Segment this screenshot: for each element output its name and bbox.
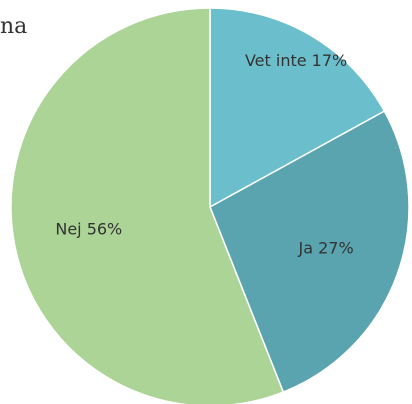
pie-slice (209, 7, 386, 209)
slice-label: Ja 27% (297, 238, 353, 257)
pie-slice (209, 110, 410, 394)
slice-label: Vet inte 17% (245, 51, 347, 70)
pie-slice (10, 7, 285, 404)
slice-label: Nej 56% (55, 220, 122, 239)
chart-title: na (0, 14, 27, 39)
